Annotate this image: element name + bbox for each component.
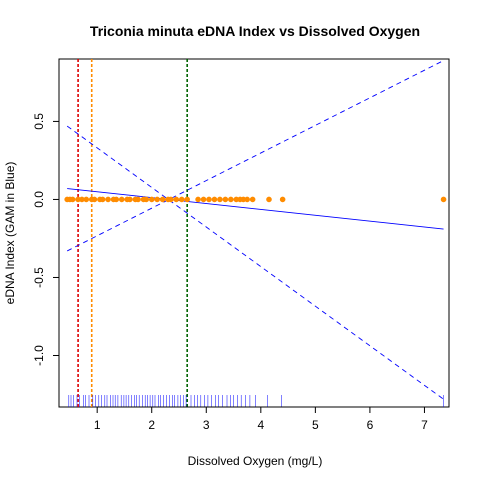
ci-line-2 <box>66 125 444 400</box>
data-point <box>143 196 150 203</box>
reference-lines <box>77 59 188 407</box>
data-point <box>279 196 286 203</box>
y-tick-label: 0.5 <box>32 113 46 130</box>
x-tick-label: 5 <box>312 418 319 432</box>
data-point <box>206 196 212 203</box>
y-tick-label: 0.0 <box>32 191 46 208</box>
data-point <box>127 196 133 203</box>
x-tick-label: 7 <box>421 418 428 432</box>
data-point <box>249 196 256 203</box>
data-point <box>135 196 141 203</box>
y-axis-label: eDNA Index (GAM in Blue) <box>3 162 17 305</box>
data-point <box>168 196 174 203</box>
gam-fit-line-group <box>67 188 444 230</box>
data-point <box>266 196 272 203</box>
x-tick-label: 4 <box>257 418 264 432</box>
data-point <box>184 196 190 203</box>
data-point <box>83 196 90 203</box>
ci-line-1 <box>66 60 444 252</box>
data-point <box>148 196 155 203</box>
data-point <box>99 196 106 203</box>
data-point <box>113 196 120 203</box>
data-point <box>69 196 76 203</box>
data-point <box>118 196 125 203</box>
data-point <box>79 196 85 203</box>
y-axis: -1.0 -0.5 0.0 0.5 <box>32 113 60 366</box>
data-point <box>200 196 207 203</box>
x-axis-label: Dissolved Oxygen (mg/L) <box>188 454 323 468</box>
x-axis: 1 2 3 4 5 6 7 <box>94 406 428 432</box>
data-point <box>173 196 180 203</box>
data-point <box>217 196 223 203</box>
data-point <box>222 196 229 203</box>
data-point <box>211 196 218 203</box>
data-points <box>64 196 447 203</box>
chart-title: Triconia minuta eDNA Index vs Dissolved … <box>90 23 420 39</box>
data-point <box>154 196 160 203</box>
plot-area-frame <box>58 58 450 408</box>
y-tick-label: -0.5 <box>32 267 46 288</box>
x-tick-label: 2 <box>148 418 155 432</box>
data-point <box>440 196 447 203</box>
data-point <box>159 196 166 203</box>
x-tick-label: 6 <box>367 418 374 432</box>
confidence-interval-lines <box>66 60 444 400</box>
x-tick-label: 3 <box>203 418 210 432</box>
data-point <box>195 196 201 203</box>
rug-marks <box>68 395 444 407</box>
data-point <box>228 196 234 203</box>
data-point <box>105 196 111 203</box>
x-tick-label: 1 <box>94 418 101 432</box>
y-tick-label: -1.0 <box>32 345 46 366</box>
data-point <box>178 196 185 203</box>
data-point <box>244 196 250 203</box>
gam-fit-line <box>67 188 444 230</box>
data-point <box>91 196 98 203</box>
